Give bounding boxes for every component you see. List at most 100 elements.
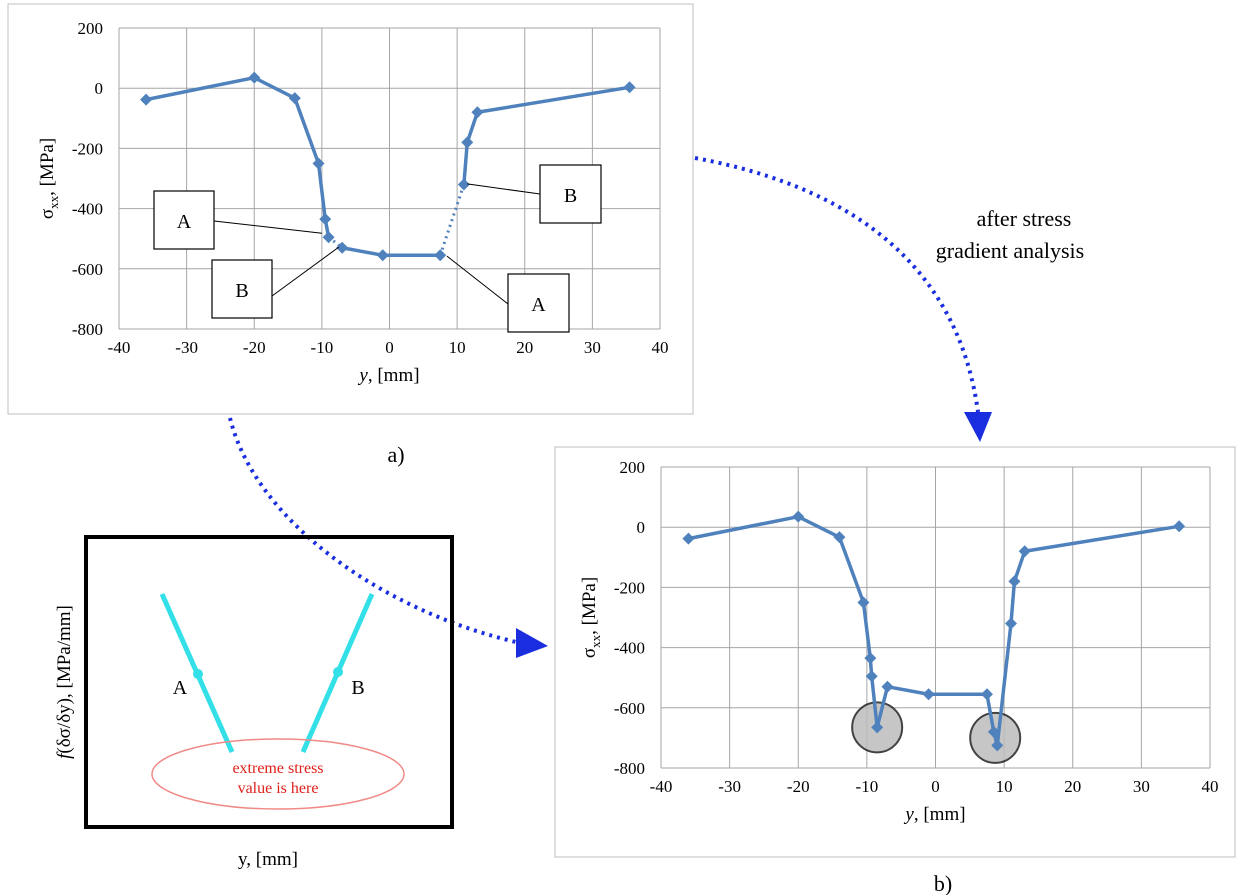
x-tick-label: -30 [718, 777, 741, 796]
data-point [376, 249, 389, 262]
inset-label-a: A [173, 677, 188, 699]
y-tick-label: -200 [614, 578, 645, 597]
data-point [248, 71, 261, 84]
inset-point-a [193, 669, 203, 679]
arrow-text-line1: after stress [977, 206, 1072, 231]
x-tick-label: -20 [243, 338, 266, 357]
inset-note-line2: value is here [238, 780, 319, 797]
x-axis-label: y, [mm] [357, 365, 419, 386]
data-point [1018, 545, 1031, 558]
x-tick-label: 10 [996, 777, 1013, 796]
y-tick-label: -400 [72, 200, 103, 219]
data-point [922, 688, 935, 701]
x-tick-label: 30 [1133, 777, 1150, 796]
y-tick-label: 0 [95, 79, 104, 98]
inset-note-line1: extreme stress [232, 760, 323, 777]
x-tick-label: 20 [516, 338, 533, 357]
annotation-leader [467, 183, 541, 195]
x-tick-label: 20 [1064, 777, 1081, 796]
annotation-label: A [531, 294, 546, 316]
series-line [341, 246, 441, 258]
annotation-leader [213, 220, 322, 234]
y-tick-label: 200 [620, 458, 646, 477]
data-point [991, 739, 1004, 752]
x-tick-label: -20 [787, 777, 810, 796]
x-tick-label: 10 [449, 338, 466, 357]
data-point [471, 106, 484, 119]
series-line [462, 85, 630, 185]
inset-label-b: B [351, 677, 364, 699]
arrow-a-to-b [694, 156, 980, 413]
data-point [461, 136, 474, 149]
data-point [881, 680, 894, 693]
annotation-box [539, 164, 602, 224]
y-tick-label: 0 [637, 518, 646, 537]
data-point [1004, 617, 1017, 630]
data-point [980, 688, 993, 701]
series-line [688, 514, 1180, 748]
data-point [864, 652, 877, 665]
annotation-label: B [235, 280, 248, 302]
data-point [623, 81, 636, 94]
data-point [987, 725, 1000, 738]
data-point [682, 532, 695, 545]
arrow-a-to-inset-head [516, 628, 548, 658]
y-axis-label: σxx, [MPa] [37, 138, 61, 219]
data-point [319, 213, 332, 226]
x-tick-label: -40 [650, 777, 673, 796]
panel-a-frame [7, 3, 694, 415]
annotation-box [507, 273, 570, 333]
annotation-box [211, 259, 273, 319]
x-axis-label: y, [mm] [903, 804, 965, 825]
annotation-label: A [177, 211, 192, 233]
arrow-a-to-inset [228, 417, 517, 644]
data-point [1008, 575, 1021, 588]
data-point [1173, 520, 1186, 533]
y-tick-label: -800 [614, 759, 645, 778]
y-axis-label: σxx, [MPa] [579, 577, 603, 658]
y-tick-label: -600 [72, 260, 103, 279]
x-tick-label: -30 [175, 338, 198, 357]
y-tick-label: -600 [614, 699, 645, 718]
x-tick-label: -40 [108, 338, 131, 357]
inset-extreme-ellipse [151, 738, 405, 810]
x-tick-label: 0 [931, 777, 940, 796]
data-point [312, 157, 325, 170]
inset-frame [84, 535, 454, 829]
inset-point-b [333, 667, 343, 677]
arrow-text-line2: gradient analysis [936, 238, 1084, 263]
annotation-leader [271, 246, 340, 297]
panel-b-caption: b) [934, 871, 952, 895]
data-point [140, 93, 153, 106]
y-tick-label: -400 [614, 639, 645, 658]
chart-a: -40 -30 -20 -10 0 10 20 30 40 200 0 -200 -400 -600 -80… [37, 19, 669, 386]
data-point [865, 670, 878, 683]
series-line-dotted [438, 184, 466, 256]
y-tick-label: 200 [78, 19, 104, 38]
panel-a-caption: a) [387, 442, 404, 467]
x-tick-label: 40 [652, 338, 669, 357]
chart-b: -40 -30 -20 -10 0 10 20 30 40 200 0 -200 -400 -600 -80… [579, 458, 1219, 825]
data-point [857, 596, 870, 609]
x-tick-label: -10 [311, 338, 334, 357]
y-tick-label: -800 [72, 320, 103, 339]
annotation-leader [446, 255, 509, 305]
inset-panel: A B extreme stress value is here y, [mm]… [54, 535, 454, 870]
data-point [288, 92, 301, 105]
panel-b-frame [554, 446, 1236, 858]
annotation-label: B [564, 185, 577, 207]
data-point [457, 178, 470, 191]
inset-ylabel: f(δσ/δy), [MPa/mm] [54, 605, 75, 759]
x-tick-label: -10 [856, 777, 879, 796]
y-tick-label: -200 [72, 139, 103, 158]
x-tick-label: 30 [584, 338, 601, 357]
x-tick-label: 40 [1202, 777, 1219, 796]
annotation-box [153, 190, 215, 250]
arrow-a-to-b-head [964, 412, 992, 442]
data-point [833, 531, 846, 544]
x-tick-label: 0 [385, 338, 394, 357]
data-point [792, 510, 805, 523]
data-point [871, 721, 884, 734]
inset-xlabel: y, [mm] [238, 849, 298, 870]
